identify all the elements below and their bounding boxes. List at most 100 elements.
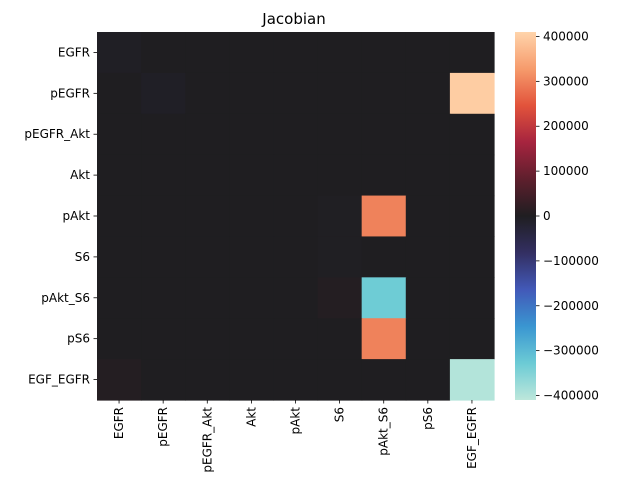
colorbar-tick-label: −300000 (543, 344, 599, 358)
heatmap-cell (405, 32, 451, 74)
heatmap-cell (405, 113, 451, 156)
heatmap-cell (97, 195, 142, 238)
heatmap-cell (97, 32, 142, 74)
heatmap-cell (449, 277, 495, 319)
heatmap-cell (449, 318, 495, 360)
heatmap-cell (449, 359, 495, 401)
heatmap-cell (273, 236, 319, 278)
heatmap-cell (449, 195, 495, 238)
x-tick-label: pAkt (289, 407, 303, 435)
heatmap-cell (405, 318, 451, 360)
heatmap-cell (405, 236, 451, 278)
heatmap-cell (317, 72, 363, 115)
heatmap-cell (405, 359, 451, 401)
x-tick-label: pEGFR (156, 407, 170, 447)
heatmap-cell (141, 32, 186, 74)
heatmap-cell (185, 113, 230, 156)
heatmap-cell (185, 359, 230, 401)
heatmap-cell (273, 195, 319, 238)
heatmap-cell (229, 32, 275, 74)
colorbar (515, 32, 536, 400)
y-tick-label: S6 (75, 250, 90, 264)
heatmap-cell (97, 113, 142, 156)
y-tick-label: EGF_EGFR (28, 373, 90, 387)
heatmap-cell (317, 277, 363, 319)
heatmap-cell (273, 72, 319, 115)
heatmap-cell (273, 154, 319, 197)
heatmap-cell (361, 72, 407, 115)
heatmap-cell (361, 236, 407, 278)
heatmap-cell (273, 277, 319, 319)
heatmap-cell (185, 154, 230, 197)
y-tick-label: pAkt_S6 (41, 291, 90, 305)
x-tick-label: pEGFR_Akt (200, 407, 214, 473)
heatmap-cell (361, 113, 407, 156)
heatmap-cell (361, 359, 407, 401)
heatmap-cell (141, 359, 186, 401)
heatmap-cell (141, 195, 186, 238)
heatmap-cell (185, 318, 230, 360)
heatmap-cell (97, 318, 142, 360)
y-tick-label: Akt (70, 168, 90, 182)
heatmap-cell (317, 236, 363, 278)
y-axis-ticks: EGFR pEGFR pEGFR_Akt Akt pAkt S6 pAkt_S6 pS6 EGF… (24, 45, 97, 387)
heatmap-cell (317, 318, 363, 360)
x-tick-label: pS6 (421, 407, 435, 430)
heatmap-cell (449, 154, 495, 197)
heatmap-cell (141, 72, 186, 115)
heatmap-cell (141, 318, 186, 360)
heatmap-cell (449, 72, 495, 115)
heatmap-cell (405, 72, 451, 115)
y-tick-label: pEGFR_Akt (24, 127, 90, 141)
colorbar-tick-label: 100000 (543, 164, 589, 178)
heatmap-cell (317, 195, 363, 238)
colorbar-tick-label: 400000 (543, 29, 589, 43)
y-tick-label: EGFR (58, 45, 90, 59)
heatmap-cell (405, 195, 451, 238)
colorbar-tick-label: 0 (543, 209, 551, 223)
heatmap-cell (449, 236, 495, 278)
heatmap-cell (273, 318, 319, 360)
heatmap-cell (185, 195, 230, 238)
heatmap-cell (141, 113, 186, 156)
heatmap-cell (405, 154, 451, 197)
x-tick-label: Akt (244, 407, 258, 427)
heatmap-cell (405, 277, 451, 319)
heatmap-cell (317, 32, 363, 74)
heatmap-cell (449, 113, 495, 156)
heatmap-cells (97, 32, 495, 401)
x-tick-label: pAkt_S6 (377, 407, 391, 456)
x-axis-ticks: EGFR pEGFR pEGFR_Akt Akt pAkt S6 pAkt_S6 pS6 EGF… (112, 400, 479, 473)
heatmap-cell (229, 277, 275, 319)
heatmap-cell (361, 32, 407, 74)
heatmap-cell (273, 359, 319, 401)
x-tick-label: S6 (333, 407, 347, 422)
colorbar-tick-label: −100000 (543, 254, 599, 268)
heatmap-cell (229, 359, 275, 401)
heatmap-cell (185, 32, 230, 74)
heatmap-cell (229, 318, 275, 360)
heatmap-cell (97, 359, 142, 401)
heatmap-cell (229, 195, 275, 238)
heatmap-cell (273, 32, 319, 74)
y-tick-label: pAkt (63, 209, 91, 223)
heatmap-cell (97, 72, 142, 115)
heatmap-cell (229, 236, 275, 278)
heatmap-cell (449, 32, 495, 74)
heatmap-cell (97, 236, 142, 278)
heatmap-cell (141, 277, 186, 319)
heatmap-cell (97, 277, 142, 319)
chart-title: Jacobian (261, 10, 325, 28)
x-tick-label: EGF_EGFR (465, 407, 479, 469)
heatmap-cell (141, 236, 186, 278)
heatmap-cell (273, 113, 319, 156)
y-tick-label: pEGFR (50, 86, 90, 100)
y-tick-label: pS6 (67, 332, 90, 346)
colorbar-ticks: 400000 300000 200000 100000 0 −100000 −200000 −… (536, 29, 599, 403)
heatmap-cell (229, 113, 275, 156)
heatmap-cell (361, 154, 407, 197)
colorbar-tick-label: 200000 (543, 119, 589, 133)
heatmap-cell (317, 113, 363, 156)
